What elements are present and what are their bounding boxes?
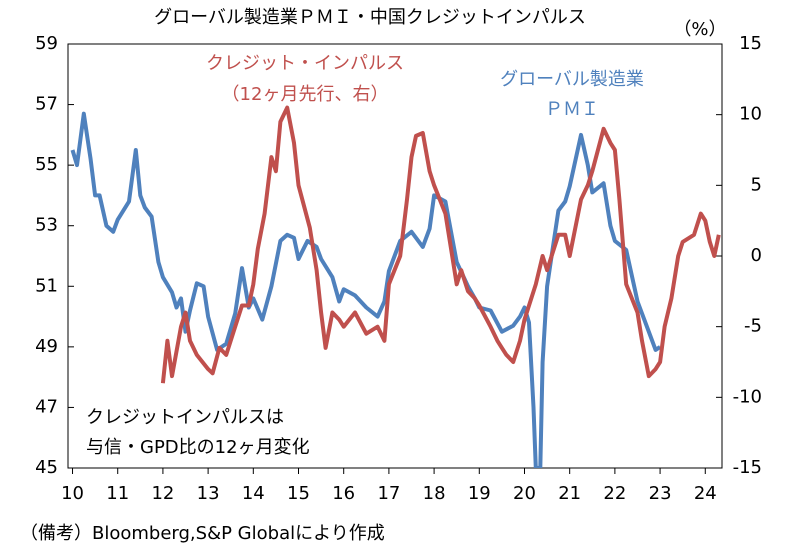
y-tick-label: 51 xyxy=(35,275,58,296)
x-tick-label: 11 xyxy=(106,483,129,504)
series-label: ＰＭＩ xyxy=(545,99,599,120)
note: 与信・GPD比の12ヶ月変化 xyxy=(86,437,310,458)
y-tick-label: 55 xyxy=(35,154,58,175)
y-tick-label: 47 xyxy=(35,396,58,417)
x-tick-label: 22 xyxy=(603,483,626,504)
x-tick-label: 20 xyxy=(513,483,536,504)
y-tick-label: 53 xyxy=(35,215,58,236)
plot-area xyxy=(70,105,721,468)
y-tick-label: 59 xyxy=(35,33,58,54)
y-tick-label: 57 xyxy=(35,94,58,115)
series-label: クレジット・インパルス xyxy=(206,53,404,74)
x-tick-label: 18 xyxy=(423,483,446,504)
y2-unit: （%） xyxy=(673,19,726,40)
x-tick-label: 21 xyxy=(558,483,581,504)
series-label: グローバル製造業 xyxy=(500,69,644,90)
y2-tick-label: -10 xyxy=(733,386,762,407)
series-label: （12ヶ月先行、右） xyxy=(222,84,389,105)
y2-tick-label: -15 xyxy=(733,457,762,478)
x-tick-label: 14 xyxy=(242,483,265,504)
y2-tick-label: 15 xyxy=(739,33,762,54)
x-tick-label: 17 xyxy=(377,483,400,504)
x-tick-label: 19 xyxy=(468,483,491,504)
series-line xyxy=(160,105,721,384)
note: クレジットインパルスは xyxy=(86,407,284,428)
y2-tick-label: 0 xyxy=(751,245,762,266)
y2-tick-label: -5 xyxy=(744,316,762,337)
y2-tick-label: 10 xyxy=(739,104,762,125)
y-tick-label: 49 xyxy=(35,336,58,357)
x-tick-label: 24 xyxy=(694,483,717,504)
x-tick-label: 12 xyxy=(151,483,174,504)
x-tick-label: 23 xyxy=(649,483,672,504)
chart-title: グローバル製造業ＰＭＩ・中国クレジットインパルス xyxy=(154,7,586,28)
x-tick-label: 13 xyxy=(197,483,220,504)
source: （備考）Bloomberg,S&P Globalにより作成 xyxy=(20,523,385,544)
series-line xyxy=(70,111,662,468)
y2-tick-label: 5 xyxy=(751,174,762,195)
x-tick-label: 16 xyxy=(332,483,355,504)
y-tick-label: 45 xyxy=(35,457,58,478)
x-tick-label: 10 xyxy=(61,483,84,504)
x-tick-label: 15 xyxy=(287,483,310,504)
